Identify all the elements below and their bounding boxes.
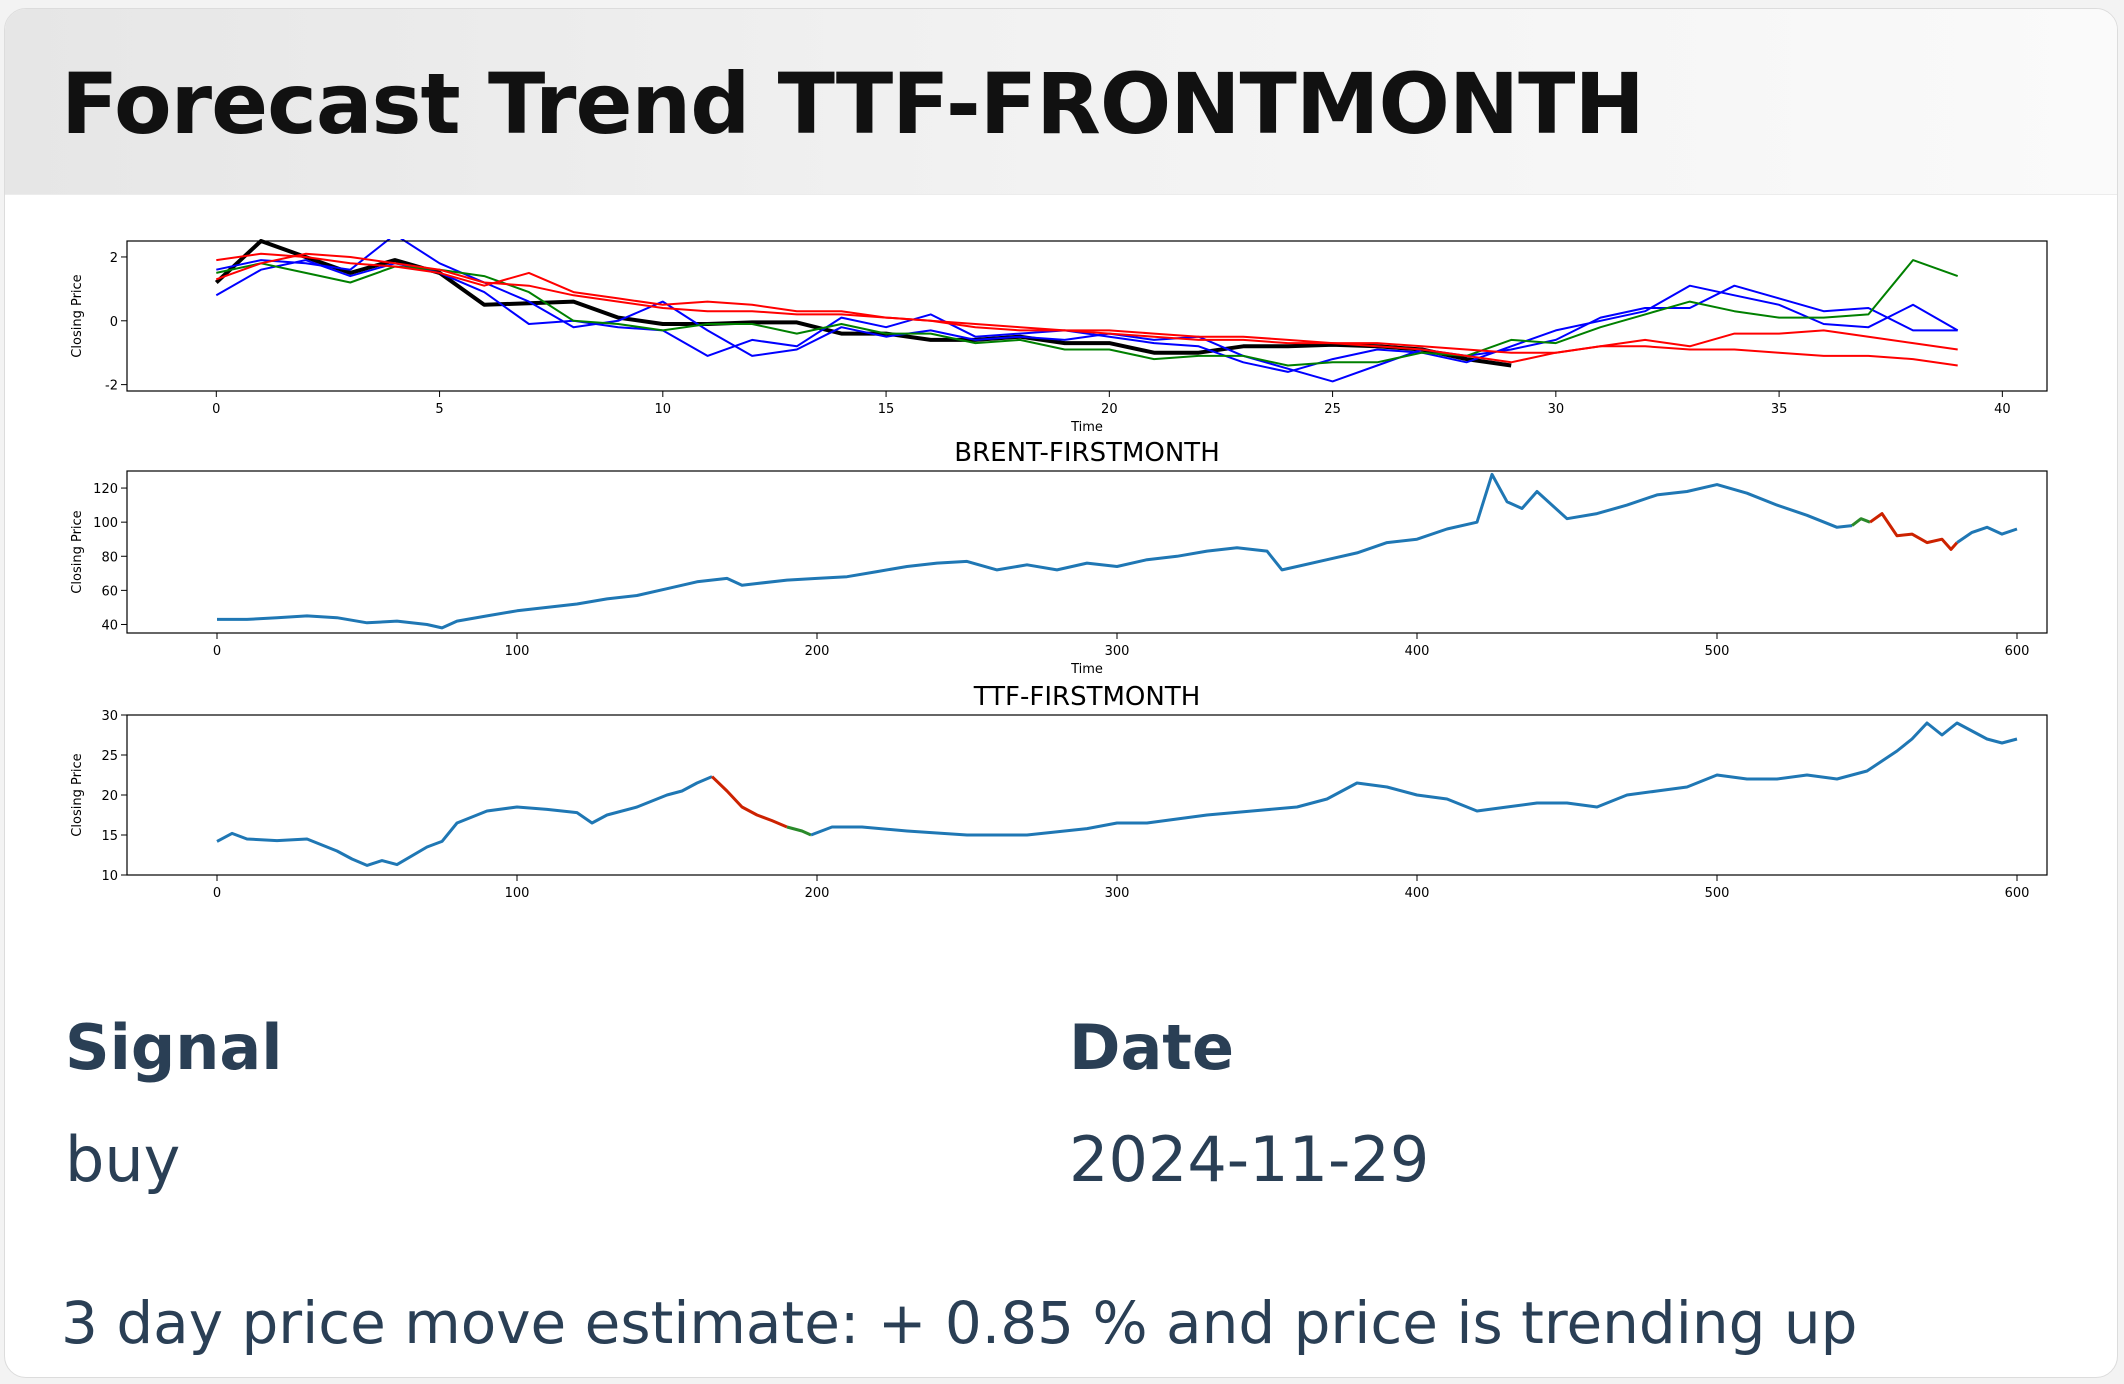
chart-0-xtick-label: 25: [1324, 402, 1341, 417]
chart-2-series-2: [786, 825, 812, 837]
chart-2-series-3: [810, 721, 2018, 837]
card-title: Forecast Trend TTF-FRONTMONTH: [61, 55, 1645, 153]
chart-2-xtick-label: 400: [1405, 886, 1430, 899]
chart-2-xtick-label: 200: [805, 886, 830, 899]
chart-0-series-2: [216, 239, 1958, 383]
chart-2-ytick-label: 15: [101, 829, 118, 844]
chart-2-xtick-label: 600: [2005, 886, 2030, 899]
chart-0-series-5: [215, 252, 1958, 367]
chart-0-ytick-label: 0: [110, 315, 118, 330]
forecast-plot-image: 0 5 10 15 20 25 30 35 40 -2 0 2 Time Closing Price BRE…: [63, 239, 2069, 899]
chart-1-xtick-label: 600: [2005, 644, 2030, 659]
chart-1-ytick-label: 100: [93, 516, 118, 531]
signal-value: buy: [65, 1123, 181, 1196]
chart-0-series-0: [214, 239, 1512, 368]
chart-2-title: TTF-FIRSTMONTH: [973, 682, 1201, 712]
chart-0-xtick-label: 0: [212, 402, 220, 417]
chart-2-series-0: [216, 775, 713, 867]
chart-0-xtick-label: 10: [655, 402, 672, 417]
chart-1-ytick-label: 80: [101, 550, 118, 565]
chart-0-xtick-label: 15: [878, 402, 895, 417]
chart-0-xtick-label: 35: [1771, 402, 1788, 417]
chart-1-ytick-label: 40: [101, 618, 118, 633]
chart-2-xtick-label: 100: [505, 886, 530, 899]
chart-0-series-1: [215, 259, 1959, 373]
chart-1-xtick-label: 0: [213, 644, 221, 659]
chart-0-xtick-label: 5: [435, 402, 443, 417]
chart-2-ytick-label: 20: [101, 789, 118, 804]
chart-2-ytick-label: 30: [101, 709, 118, 724]
chart-1-series-1: [1851, 517, 1871, 527]
chart-1-xlabel: Time: [1070, 662, 1103, 677]
chart-1-series-3: [1956, 525, 2018, 544]
chart-0-frame: [126, 240, 2048, 392]
price-move-summary: 3 day price move estimate: + 0.85 % and …: [61, 1289, 1858, 1357]
card-header: Forecast Trend TTF-FRONTMONTH: [5, 9, 2117, 195]
chart-2-ytick-label: 25: [101, 749, 118, 764]
chart-1-xtick-label: 100: [505, 644, 530, 659]
chart-1-xtick-label: 400: [1405, 644, 1430, 659]
chart-0-ylabel: Closing Price: [70, 274, 85, 357]
chart-2-frame: [126, 714, 2048, 876]
chart-0-xlabel: Time: [1070, 420, 1103, 435]
chart-1-xtick-label: 300: [1105, 644, 1130, 659]
chart-2-xtick-label: 500: [1705, 886, 1730, 899]
chart-0-ytick-label: 2: [110, 251, 118, 266]
date-label: Date: [1069, 1011, 1234, 1084]
chart-0-ytick-label: -2: [105, 379, 118, 394]
date-value: 2024-11-29: [1069, 1123, 1430, 1196]
chart-0-xtick-label: 40: [1994, 402, 2011, 417]
chart-1-frame: [126, 470, 2048, 634]
chart-0-xtick-label: 20: [1101, 402, 1118, 417]
signal-label: Signal: [65, 1011, 283, 1084]
chart-1-series-2: [1869, 512, 1959, 551]
chart-2-xtick-label: 0: [213, 886, 221, 899]
chart-1-ytick-label: 120: [93, 482, 118, 497]
chart-2-series-1: [710, 775, 788, 829]
chart-2-xtick-label: 300: [1105, 886, 1130, 899]
chart-1-series-0: [217, 472, 1853, 630]
chart-0-xtick-label: 30: [1548, 402, 1565, 417]
chart-0-series-4: [216, 252, 1958, 364]
chart-1-title: BRENT-FIRSTMONTH: [954, 438, 1220, 468]
chart-figure: 0 5 10 15 20 25 30 35 40 -2 0 2 Time Closing Price BRE…: [70, 239, 2048, 899]
chart-1-ylabel: Closing Price: [70, 510, 85, 593]
chart-2-ylabel: Closing Price: [70, 753, 85, 836]
forecast-card: Forecast Trend TTF-FRONTMONTH 0 5 10 15 20 25…: [4, 8, 2118, 1378]
chart-1-xtick-label: 500: [1705, 644, 1730, 659]
chart-2-ytick-label: 10: [101, 869, 118, 884]
chart-1-ytick-label: 60: [101, 584, 118, 599]
chart-1-xtick-label: 200: [805, 644, 830, 659]
